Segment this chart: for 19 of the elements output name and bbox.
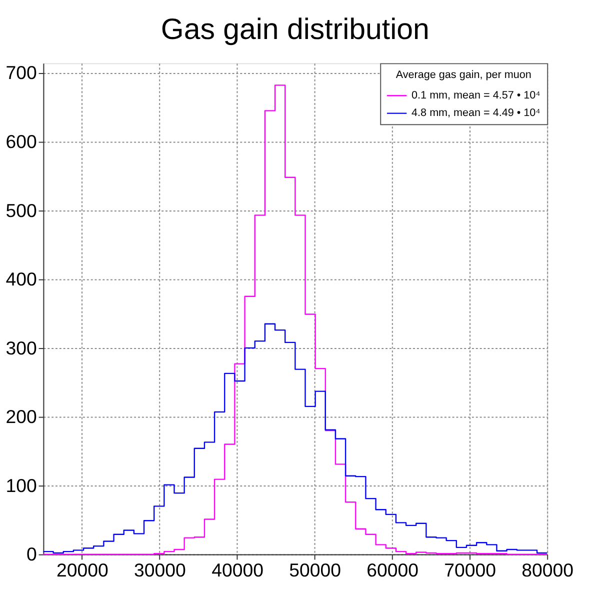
x-tick-label: 40000 <box>212 559 264 580</box>
y-tick-label: 0 <box>26 544 37 565</box>
legend-label: 0.1 mm, mean = 4.57 • 10⁴ <box>412 90 541 102</box>
y-tick-label: 300 <box>6 337 37 358</box>
y-tick-label: 700 <box>6 62 37 84</box>
y-tick-label: 600 <box>6 130 37 152</box>
legend-label: 4.8 mm, mean = 4.49 • 10⁴ <box>412 107 541 120</box>
y-tick-label: 400 <box>6 268 37 290</box>
x-tick-label: 60000 <box>366 559 418 580</box>
y-tick-label: 100 <box>6 474 37 496</box>
legend-title: Average gas gain, per muon <box>396 68 532 81</box>
x-tick-label: 70000 <box>444 559 496 580</box>
x-tick-label: 20000 <box>56 559 108 580</box>
x-tick-label: 80000 <box>522 559 574 580</box>
y-tick-label: 200 <box>6 406 37 428</box>
y-tick-label: 500 <box>6 200 37 221</box>
x-tick-label: 30000 <box>134 559 186 580</box>
x-tick-label: 50000 <box>289 559 341 580</box>
chart-title: Gas gain distribution <box>160 13 430 46</box>
